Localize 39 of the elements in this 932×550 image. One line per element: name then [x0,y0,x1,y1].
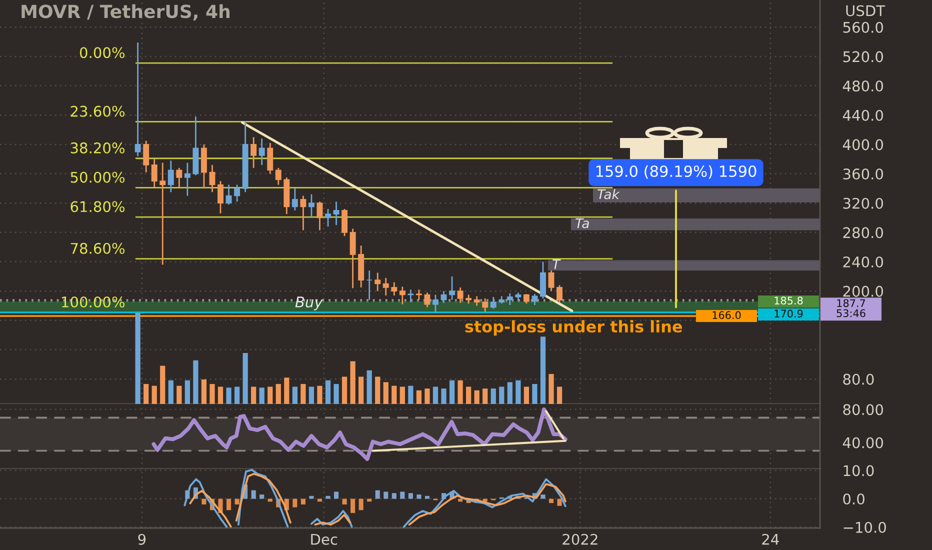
ref-line-label: 185.8 [774,296,803,305]
ref-line-label: 187.7 53:46 [836,299,866,318]
y-tick-label: 320.0 [843,198,884,209]
chart-title: MOVR / TetherUS, 4h [22,4,230,21]
y-tick-label: 200.0 [843,286,884,297]
y-tick-label: 400.0 [842,139,884,150]
x-tick-label: Dec [311,534,338,545]
ref-line-label: 170.9 [774,310,803,318]
annotation: 0.00% [80,47,125,58]
y-tick-label: 520.0 [843,51,884,62]
x-tick-label: 9 [138,534,146,545]
band-label: T [552,259,561,270]
y-tick-label: 440.0 [842,110,884,121]
x-tick-label: 24 [762,534,779,545]
annotation: 23.60% [70,106,125,117]
y-tick-label: 560.0 [843,22,884,33]
y-axis-title: USDT [846,5,886,16]
annotation: 159.0 (89.19%) 1590 [596,165,756,179]
annotation: 61.80% [70,201,125,212]
x-tick-label: 2022 [562,534,598,545]
y-tick-label: 480.0 [842,80,884,92]
ref-line-label: 166.0 [712,311,741,320]
annotation: 100.00% [62,296,125,308]
annotation: Buy [295,296,323,310]
y-tick-label: −10.0 [844,522,886,533]
band-label: Ta [576,218,589,228]
y-tick-label: 240.0 [843,256,884,268]
y-tick-label: 10.0 [844,465,874,476]
annotation: 50.00% [70,172,125,183]
y-tick-label: 80.0 [843,374,874,385]
y-tick-label: 0.0 [843,494,864,505]
annotation: 38.20% [70,142,125,154]
y-tick-label: 80.00 [843,404,884,416]
y-tick-label: 40.00 [842,437,884,448]
band-label: Tak [598,189,620,200]
y-tick-label: 280.0 [843,227,884,238]
annotation: 78.60% [70,242,125,254]
y-tick-label: 360.0 [843,168,884,180]
annotation: stop-loss under this line [465,320,682,336]
